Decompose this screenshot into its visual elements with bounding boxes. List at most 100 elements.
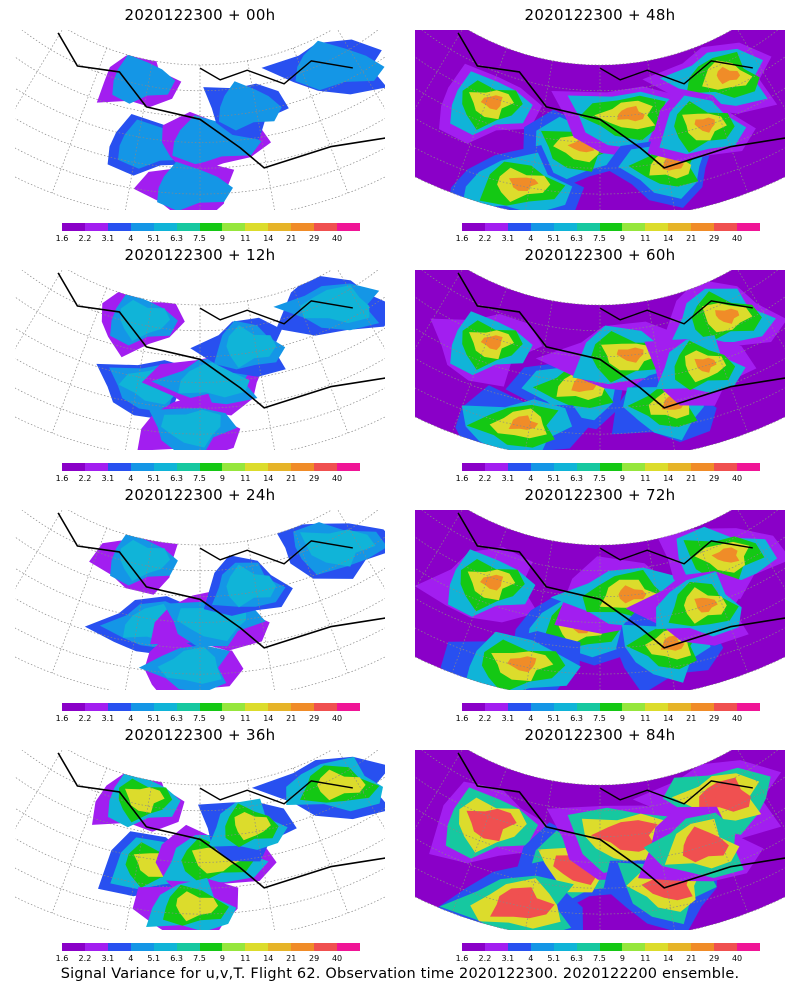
colorbar-swatch: [176, 703, 200, 711]
colorbar: [62, 223, 360, 231]
colorbar: [462, 463, 760, 471]
map-boundary: [415, 750, 785, 930]
colorbar-swatch: [199, 943, 223, 951]
colorbar-swatch: [107, 463, 131, 471]
colorbar-swatch: [668, 943, 692, 951]
colorbar-swatch: [245, 223, 269, 231]
colorbar-swatch: [691, 463, 715, 471]
colorbar-swatch: [507, 223, 531, 231]
colorbar-swatch: [130, 703, 154, 711]
longitude-line: [125, 540, 153, 690]
colorbar-label: 21: [686, 954, 697, 963]
colorbar-swatch: [337, 223, 360, 231]
colorbar-label: 5.1: [547, 474, 561, 483]
latitude-line: [415, 536, 785, 598]
colorbar-label: 29: [309, 954, 320, 963]
map-boundary: [415, 30, 785, 210]
map-boundary: [15, 750, 385, 930]
colorbar-label: 14: [663, 954, 674, 963]
colorbar-swatch: [222, 223, 246, 231]
colorbar-label: 40: [731, 474, 743, 483]
colorbar-swatch: [737, 223, 760, 231]
colorbar-swatch: [691, 943, 715, 951]
colorbar-label: 14: [663, 234, 674, 243]
variance-contour: [617, 105, 645, 122]
colorbar-swatch: [484, 463, 508, 471]
colorbar-label: 14: [263, 954, 274, 963]
longitude-line: [737, 270, 785, 350]
colorbar-swatch: [107, 703, 131, 711]
variance-map: [415, 30, 785, 210]
variance-contour: [157, 646, 222, 684]
colorbar-swatch: [199, 223, 223, 231]
variance-contour: [317, 769, 366, 801]
colorbar-swatch: [530, 223, 554, 231]
colorbar-swatch: [176, 463, 200, 471]
longitude-line: [693, 47, 749, 194]
colorbar-swatch: [668, 703, 692, 711]
longitude-line: [247, 300, 275, 450]
panel-title: 2020122300 + 12h: [124, 246, 276, 264]
colorbar-swatch: [691, 703, 715, 711]
longitude-line: [525, 60, 553, 210]
colorbar-label: 21: [686, 234, 697, 243]
colorbar-label: 4: [528, 234, 534, 243]
colorbar-swatch: [622, 463, 646, 471]
variance-field: [415, 30, 785, 210]
variance-contour: [125, 787, 165, 813]
latitude-line: [415, 807, 785, 863]
colorbar-swatch: [622, 223, 646, 231]
colorbar-swatch: [268, 463, 292, 471]
colorbar-swatch: [553, 943, 577, 951]
colorbar-swatch: [484, 943, 508, 951]
colorbar-label: 3.1: [501, 714, 515, 723]
colorbar-swatch: [576, 223, 600, 231]
latitude-line: [15, 296, 385, 358]
colorbar-label: 9: [219, 954, 225, 963]
colorbar-label: 7.5: [593, 714, 606, 723]
colorbar-label: 2.2: [78, 474, 92, 483]
colorbar-swatch: [599, 223, 623, 231]
colorbar-swatch: [314, 463, 338, 471]
colorbar-label: 14: [263, 474, 274, 483]
longitude-line: [15, 510, 63, 590]
latitude-line: [15, 807, 385, 863]
variance-field: [96, 274, 385, 450]
colorbar-swatch: [222, 463, 246, 471]
variance-map: [415, 750, 785, 930]
latitude-line: [15, 627, 385, 675]
colorbar-label: 29: [309, 234, 320, 243]
colorbar-label: 9: [219, 234, 225, 243]
variance-contour: [716, 66, 741, 85]
latitude-line: [415, 147, 785, 195]
colorbar-swatch: [622, 703, 646, 711]
longitude-line: [525, 300, 553, 450]
colorbar-label: 11: [240, 714, 251, 723]
colorbar-swatch: [153, 943, 177, 951]
longitude-line: [415, 30, 463, 110]
colorbar-swatch: [714, 943, 738, 951]
variance-map: [415, 270, 785, 450]
colorbar-swatch: [737, 463, 760, 471]
variance-contour: [571, 377, 597, 392]
coastline: [57, 32, 385, 169]
map-boundary: [15, 270, 385, 450]
colorbar-swatch: [737, 703, 760, 711]
colorbar-swatch: [130, 463, 154, 471]
colorbar-label: 2.2: [478, 714, 492, 723]
colorbar: [62, 943, 360, 951]
variance-contour: [172, 115, 262, 165]
variance-contour: [510, 893, 539, 913]
colorbar-swatch: [84, 463, 108, 471]
longitude-line: [415, 750, 463, 830]
colorbar-label: 1.6: [55, 234, 69, 243]
coastline: [199, 780, 353, 805]
colorbar-swatch: [714, 223, 738, 231]
colorbar-swatch: [291, 223, 315, 231]
longitude-line: [647, 60, 675, 210]
colorbar-label: 14: [663, 474, 674, 483]
variance-field: [84, 522, 385, 690]
forecast-panel-84h: 2020122300 + 84h 1.6 2.2 3.1 4 5.1 6.3 7.5 9 11 1…: [400, 720, 800, 970]
colorbar-label: 11: [240, 474, 251, 483]
colorbar-label: 5.1: [547, 714, 561, 723]
